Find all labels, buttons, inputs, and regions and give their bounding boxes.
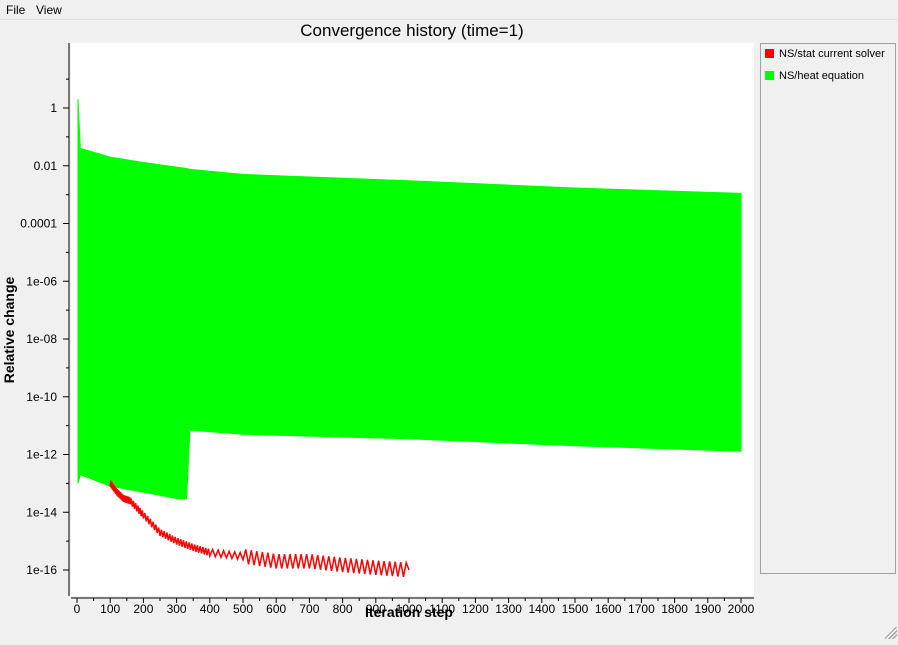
y-tick-label: 1e-12: [26, 448, 57, 462]
y-tick-label: 1e-16: [26, 563, 57, 577]
resize-grip[interactable]: [885, 627, 897, 639]
x-tick-label: 1800: [661, 602, 688, 616]
x-axis-label: Iteration step: [365, 604, 453, 620]
y-tick-label: 0.01: [34, 159, 58, 173]
axes-layer: 1 0.01 0.0001 1e-06 1e-08 1e-10 1e-12 1e-14 1e-1…: [20, 43, 755, 616]
legend: NS/stat current solver NS/heat equation: [760, 43, 896, 574]
x-tick-label: 600: [266, 602, 286, 616]
x-tick-label: 1700: [628, 602, 655, 616]
x-tick-label: 1400: [528, 602, 555, 616]
menu-bar: File View: [0, 0, 898, 19]
convergence-chart: Convergence history (time=1) 1 0.01 0.0001…: [1, 21, 755, 620]
y-tick-label: 1: [50, 101, 57, 115]
x-tick-label: 400: [200, 602, 220, 616]
x-tick-label: 900: [366, 602, 386, 616]
legend-entry-ns-stat[interactable]: NS/stat current solver: [765, 48, 885, 60]
x-tick-label: 700: [299, 602, 319, 616]
menu-separator: [0, 19, 898, 20]
y-tick-label: 1e-06: [26, 274, 57, 288]
x-tick-label: 1500: [562, 602, 589, 616]
series-layer: [77, 99, 742, 577]
series-ns-stat-current-solver: [109, 480, 410, 577]
series-ns-heat-equation: [77, 99, 742, 499]
x-tick-label: 300: [167, 602, 187, 616]
x-tick-label: 0: [74, 602, 81, 616]
y-tick-label: 0.0001: [20, 217, 57, 231]
x-tick-label: 200: [133, 602, 153, 616]
plot-area: Convergence history (time=1) 1 0.01 0.0001…: [0, 20, 760, 645]
x-tick-label: 1600: [595, 602, 622, 616]
x-tick-label: 100: [100, 602, 120, 616]
x-tick-label: 1200: [462, 602, 489, 616]
menu-view[interactable]: View: [36, 3, 62, 17]
chart-title: Convergence history (time=1): [300, 21, 523, 40]
x-tick-label: 1000: [396, 602, 423, 616]
x-tick-label: 1900: [694, 602, 721, 616]
x-tick-label: 1300: [495, 602, 522, 616]
legend-swatch-red: [765, 49, 774, 58]
legend-label-ns-stat: NS/stat current solver: [779, 48, 885, 60]
y-axis-label: Relative change: [1, 276, 17, 383]
x-tick-label: 2000: [728, 602, 755, 616]
y-tick-label: 1e-10: [26, 390, 57, 404]
legend-entry-ns-heat[interactable]: NS/heat equation: [765, 70, 864, 82]
y-tick-label: 1e-08: [26, 332, 57, 346]
x-tick-label: 500: [233, 602, 253, 616]
x-tick-label: 800: [333, 602, 353, 616]
y-tick-label: 1e-14: [26, 505, 57, 519]
menu-file[interactable]: File: [6, 3, 26, 17]
x-tick-label: 1100: [429, 602, 455, 616]
legend-swatch-green: [765, 71, 774, 80]
legend-label-ns-heat: NS/heat equation: [779, 70, 865, 82]
